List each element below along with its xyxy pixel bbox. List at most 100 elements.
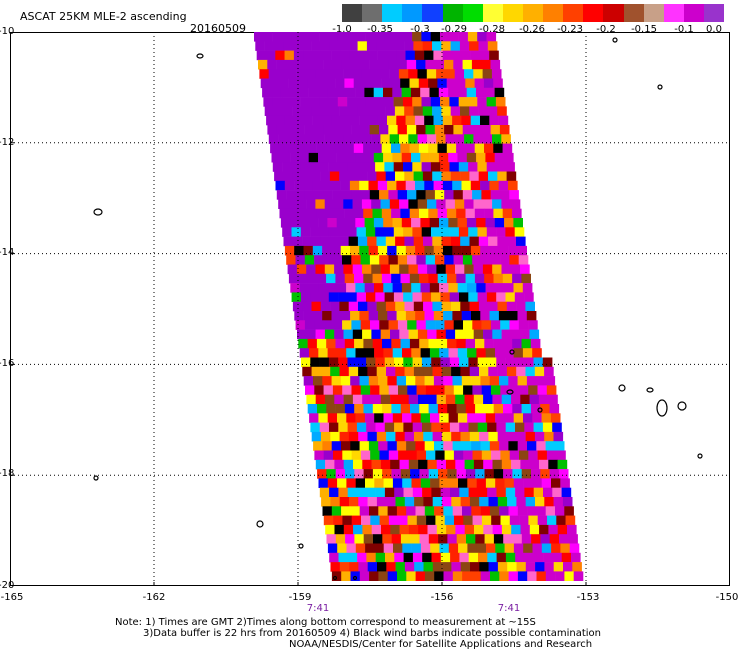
swath-cell <box>359 571 370 581</box>
swath-cell <box>395 366 405 377</box>
swath-cell <box>342 450 352 461</box>
swath-cell <box>282 97 292 107</box>
swath-cell <box>508 506 519 516</box>
swath-cell <box>396 311 407 321</box>
colorbar-segment <box>422 4 443 22</box>
swath-cell <box>355 218 365 228</box>
swath-cell <box>477 32 487 42</box>
swath-cell <box>447 534 457 544</box>
swath-cell <box>381 78 392 89</box>
swath-cell <box>485 152 495 163</box>
swath-cell <box>517 441 528 451</box>
swath-cell <box>438 87 449 98</box>
swath-cell <box>263 32 273 42</box>
swath-cell <box>504 543 515 554</box>
swath-cell <box>486 292 497 302</box>
swath-cell <box>331 245 341 256</box>
swath-cell <box>304 190 315 200</box>
swath-cell <box>450 487 460 498</box>
swath-cell <box>335 338 346 349</box>
swath-cell <box>470 115 481 126</box>
swath-cell <box>282 227 292 237</box>
island-outline <box>657 84 663 90</box>
swath-cell <box>504 348 514 358</box>
swath-cell <box>330 562 341 572</box>
swath-cell <box>469 106 479 116</box>
swath-cell <box>313 441 323 451</box>
swath-cell <box>460 562 471 572</box>
swath-cell <box>481 515 492 526</box>
swath-cell <box>413 41 423 51</box>
swath-cell <box>375 292 385 302</box>
swath-cell <box>378 506 388 516</box>
swath-cell <box>534 366 545 377</box>
swath-cell <box>514 357 525 368</box>
swath-cell <box>320 106 331 116</box>
swath-cell <box>468 422 479 433</box>
swath-cell <box>406 571 416 581</box>
swath-cell <box>490 320 501 330</box>
swath-cell <box>339 106 349 116</box>
swath-cell <box>432 431 443 442</box>
swath-cell <box>512 534 523 544</box>
swath-cell <box>323 125 333 135</box>
swath-cell <box>317 404 327 414</box>
swath-cell <box>431 552 442 563</box>
swath-cell <box>373 218 384 228</box>
swath-cell <box>446 208 457 219</box>
swath-cell <box>436 69 446 79</box>
swath-cell <box>307 208 317 219</box>
swath-cell <box>335 143 345 154</box>
swath-cell <box>341 441 351 451</box>
swath-cell <box>323 385 334 395</box>
swath-cell <box>548 459 558 470</box>
swath-cell <box>332 125 343 135</box>
island-outline <box>332 575 338 581</box>
swath-cell <box>366 357 376 368</box>
swath-cell <box>323 190 333 200</box>
swath-cell <box>331 311 342 321</box>
swath-cell <box>461 376 472 386</box>
swath-cell <box>396 245 407 256</box>
swath-cell <box>491 385 501 395</box>
swath-cell <box>285 59 296 70</box>
swath-cell <box>413 301 424 312</box>
swath-cell <box>404 497 415 507</box>
swath-cell <box>477 97 487 107</box>
swath-cell <box>481 320 492 330</box>
swath-cell <box>305 385 315 395</box>
swath-cell <box>463 385 473 395</box>
swath-cell <box>357 487 367 498</box>
swath-cell <box>496 227 506 237</box>
swath-cell <box>266 50 276 61</box>
swath-cell <box>478 236 489 247</box>
swath-cell <box>354 338 364 349</box>
swath-cell <box>292 236 303 247</box>
swath-cell <box>310 357 320 368</box>
swath-cell <box>380 134 390 144</box>
swath-cell <box>461 441 472 451</box>
swath-cell <box>367 562 378 572</box>
swath-cell <box>315 69 325 79</box>
swath-cell <box>400 469 411 479</box>
swath-cell <box>353 78 364 89</box>
swath-cell <box>509 450 520 461</box>
swath-cell <box>376 497 387 507</box>
swath-cell <box>486 97 497 107</box>
swath-cell <box>525 366 536 377</box>
swath-cell <box>505 162 515 172</box>
swath-cell <box>516 562 527 572</box>
swath-cell <box>284 245 295 256</box>
swath-cell <box>375 487 386 498</box>
swath-cell <box>372 78 382 89</box>
swath-cell <box>432 236 442 247</box>
swath-cell <box>358 431 368 442</box>
swath-cell <box>427 199 437 209</box>
swath-cell <box>356 422 367 433</box>
swath-cell <box>351 190 361 200</box>
swath-cell <box>343 264 353 275</box>
plot-title: ASCAT 25KM MLE-2 ascending <box>20 10 187 23</box>
swath-cell <box>359 311 369 321</box>
swath-cell <box>529 394 540 405</box>
swath-cell <box>531 534 541 544</box>
